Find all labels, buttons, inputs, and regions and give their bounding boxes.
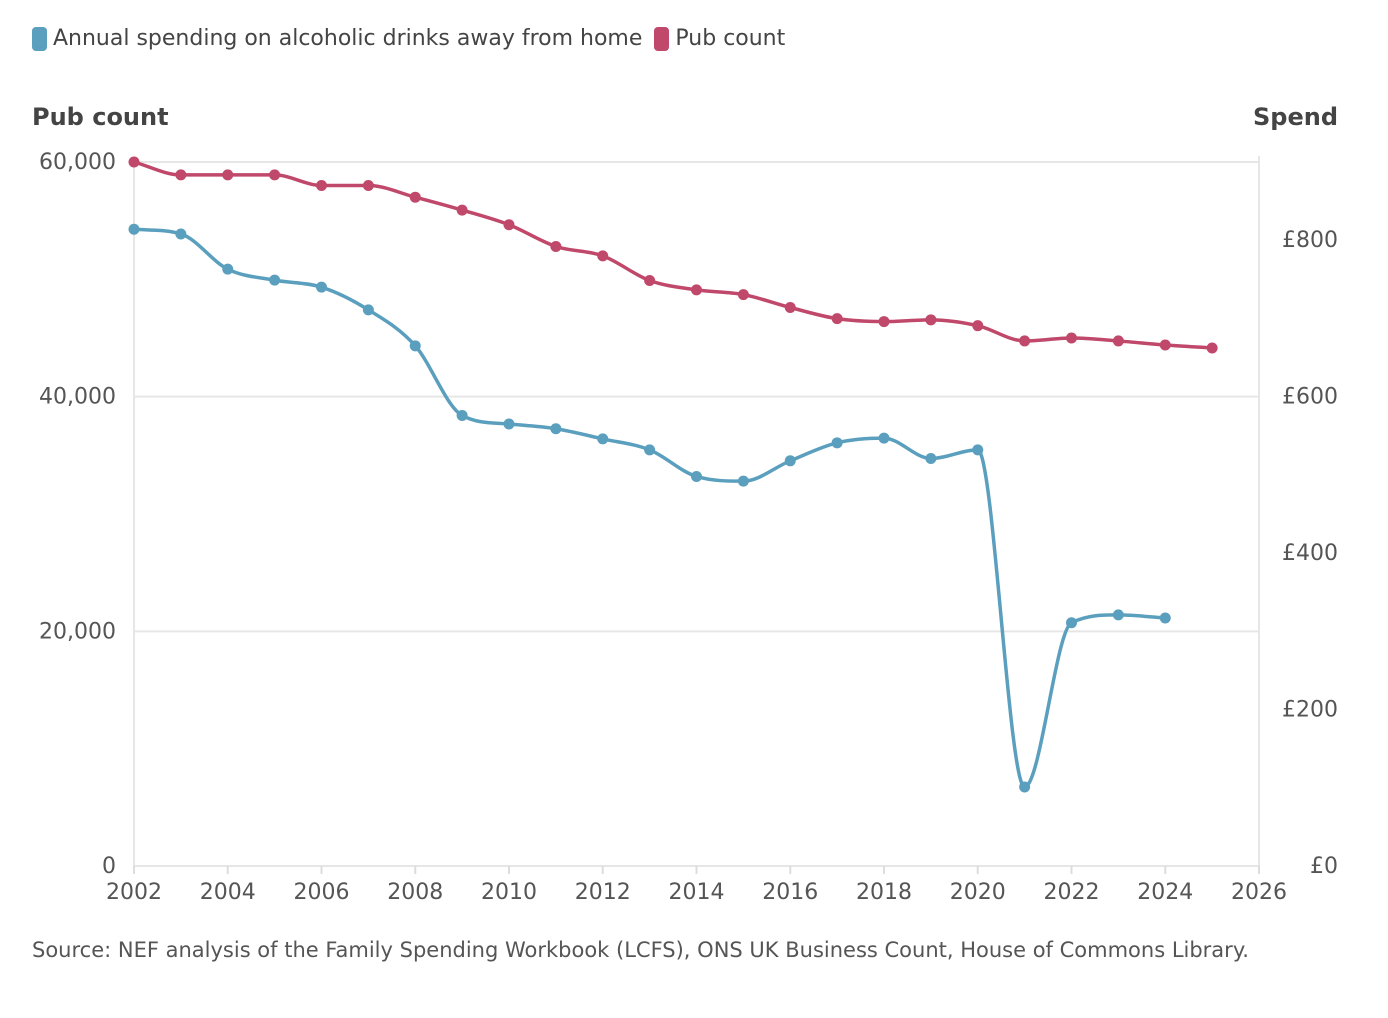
data-point-pub-count bbox=[1019, 335, 1031, 347]
legend-swatch-pub-count bbox=[654, 26, 670, 51]
data-point-spending bbox=[503, 418, 515, 430]
right-axis-title: Spend bbox=[1252, 103, 1338, 131]
right-axis-tick-label: £600 bbox=[1282, 385, 1338, 410]
data-point-pub-count bbox=[128, 156, 140, 168]
series-line-spending bbox=[133, 227, 1166, 789]
data-point-spending bbox=[644, 444, 656, 456]
data-point-spending bbox=[316, 281, 327, 293]
x-axis-tick-label: 2018 bbox=[856, 880, 912, 905]
data-point-spending bbox=[784, 455, 796, 467]
data-point-pub-count bbox=[1206, 342, 1218, 354]
legend-item-spending[interactable]: Annual spending on alcoholic drinks away… bbox=[32, 26, 642, 51]
source-note: Source: NEF analysis of the Family Spend… bbox=[32, 938, 1249, 962]
data-point-pub-count bbox=[925, 314, 937, 326]
data-point-pub-count bbox=[644, 275, 656, 287]
left-axis-tick-label: 60,000 bbox=[39, 150, 116, 175]
data-point-spending bbox=[878, 432, 890, 444]
data-point-spending bbox=[597, 433, 609, 445]
data-point-spending bbox=[691, 470, 702, 482]
data-point-pub-count bbox=[550, 240, 562, 252]
right-axis-tick-label: £400 bbox=[1282, 541, 1338, 566]
x-axis-tick-label: 2020 bbox=[950, 880, 1006, 905]
data-point-spending bbox=[925, 452, 937, 464]
data-point-spending bbox=[1066, 617, 1077, 629]
left-axis-tick-label: 40,000 bbox=[39, 385, 116, 410]
data-point-spending bbox=[737, 475, 749, 487]
data-point-pub-count bbox=[691, 284, 702, 296]
legend-label-pub-count: Pub count bbox=[675, 26, 786, 51]
chart-plot: 0 20,000 40,000 60,000 £0 £200 £400 £600 £800 200… bbox=[39, 150, 1338, 905]
left-axis-tick-label: 0 bbox=[102, 854, 116, 879]
x-axis-tick-label: 2010 bbox=[481, 880, 537, 905]
data-point-spending bbox=[1112, 609, 1124, 621]
x-axis-tick-label: 2016 bbox=[762, 880, 818, 905]
data-point-spending bbox=[175, 228, 187, 240]
data-point-spending bbox=[269, 274, 281, 286]
data-point-spending bbox=[1019, 781, 1031, 793]
data-point-spending bbox=[222, 263, 234, 275]
x-axis-tick-label: 2008 bbox=[387, 880, 443, 905]
x-axis-tick-label: 2006 bbox=[294, 880, 350, 905]
data-point-pub-count bbox=[316, 179, 327, 191]
data-point-pub-count bbox=[878, 316, 890, 328]
data-point-pub-count bbox=[362, 179, 374, 191]
data-point-pub-count bbox=[831, 313, 843, 325]
left-axis-tick-label: 20,000 bbox=[39, 619, 116, 644]
x-axis-tick-label: 2002 bbox=[106, 880, 162, 905]
series-line-pub-count bbox=[133, 160, 1213, 350]
right-axis-tick-label: £800 bbox=[1282, 228, 1338, 253]
data-point-pub-count bbox=[222, 169, 234, 181]
data-point-spending bbox=[972, 444, 984, 456]
data-point-pub-count bbox=[409, 191, 421, 203]
data-point-pub-count bbox=[269, 169, 281, 181]
x-axis-tick-label: 2004 bbox=[200, 880, 256, 905]
left-axis-title: Pub count bbox=[32, 103, 169, 131]
x-axis-tick-label: 2022 bbox=[1044, 880, 1100, 905]
data-point-pub-count bbox=[737, 289, 749, 301]
data-point-spending bbox=[456, 409, 468, 421]
data-point-spending bbox=[409, 340, 421, 352]
right-axis-tick-label: £0 bbox=[1310, 854, 1338, 879]
legend-swatch-spending bbox=[32, 26, 47, 51]
data-point-pub-count bbox=[1066, 332, 1077, 344]
data-point-pub-count bbox=[1159, 339, 1171, 351]
data-point-pub-count bbox=[1112, 335, 1124, 347]
legend-label-spending: Annual spending on alcoholic drinks away… bbox=[53, 26, 643, 51]
data-point-spending bbox=[128, 223, 140, 235]
x-axis-tick-label: 2012 bbox=[575, 880, 631, 905]
data-point-pub-count bbox=[597, 250, 609, 262]
x-axis-tick-label: 2026 bbox=[1231, 880, 1287, 905]
right-axis-tick-label: £200 bbox=[1282, 698, 1338, 723]
data-point-pub-count bbox=[456, 204, 468, 216]
data-point-spending bbox=[1159, 612, 1171, 624]
x-axis-tick-label: 2024 bbox=[1137, 880, 1193, 905]
x-axis-tick-label: 2014 bbox=[669, 880, 725, 905]
data-point-spending bbox=[831, 437, 843, 449]
legend-item-pub-count[interactable]: Pub count bbox=[654, 26, 785, 51]
data-point-pub-count bbox=[972, 320, 984, 332]
data-point-pub-count bbox=[784, 301, 796, 313]
data-point-pub-count bbox=[503, 219, 515, 231]
data-point-pub-count bbox=[175, 169, 187, 181]
legend: Annual spending on alcoholic drinks away… bbox=[32, 26, 797, 51]
data-point-spending bbox=[550, 423, 562, 435]
data-point-spending bbox=[362, 304, 374, 316]
